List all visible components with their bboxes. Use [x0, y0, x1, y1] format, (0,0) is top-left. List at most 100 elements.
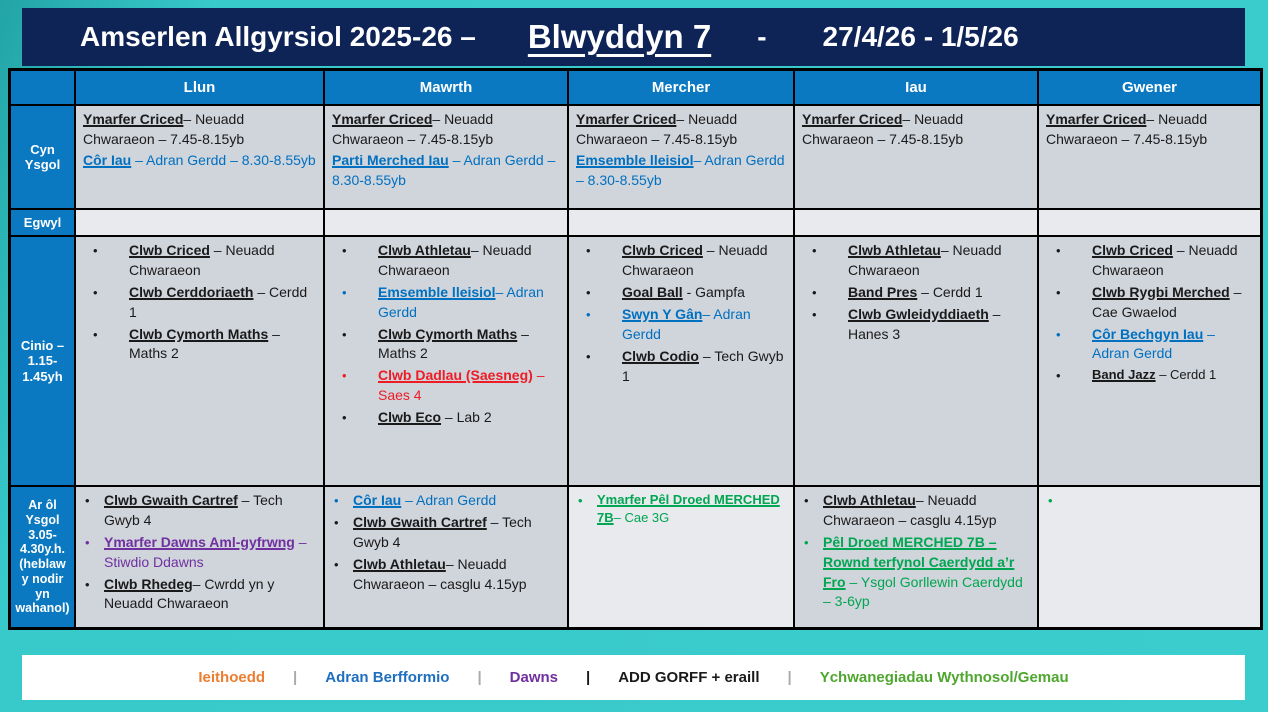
- activity-detail: – Ysgol Gorllewin Caerdydd – 3-6yp: [823, 573, 1023, 610]
- activity-detail: – Cerdd 1: [917, 283, 983, 300]
- bullet-icon: •: [85, 576, 90, 592]
- activity-text: Clwb Criced – Neuadd Chwaraeon: [622, 241, 787, 281]
- activity-bullet-item: • Clwb Cymorth Maths – Maths 2: [332, 325, 561, 365]
- activity-bullet-item: • Clwb Athletau– Neuadd Chwaraeon: [802, 241, 1031, 281]
- activity-text: Ymarfer Dawns Aml-gyfrwng – Stiwdio Ddaw…: [104, 533, 317, 573]
- activity-text: Clwb Athletau– Neuadd Chwaraeon – casglu…: [353, 555, 561, 595]
- bullet-icon: •: [812, 284, 817, 300]
- cell-cyn-ysgol-llun: Ymarfer Criced– Neuadd Chwaraeon – 7.45-…: [76, 106, 325, 210]
- title-dash-separator: -: [757, 21, 767, 52]
- activity-name: Clwb Criced: [129, 242, 210, 258]
- legend-separator: |: [293, 669, 298, 686]
- activity-text: Clwb Codio – Tech Gwyb 1: [622, 347, 787, 387]
- activity-bullet-item: • Clwb Athletau– Neuadd Chwaraeon: [332, 241, 561, 281]
- activity-name: Clwb Cymorth Maths: [378, 325, 518, 342]
- activity-text: Clwb Gwaith Cartref – Tech Gwyb 4: [104, 491, 317, 531]
- activity-name: Swyn Y Gân: [622, 305, 703, 322]
- activity-bullet-item: • Côr Bechgyn Iau – Adran Gerdd: [1046, 325, 1254, 365]
- activity-name: Côr Bechgyn Iau: [1092, 325, 1204, 342]
- activity-detail: – Maths 2: [129, 325, 280, 362]
- activity-text: Pêl Droed MERCHED 7B – Rownd terfynol Ca…: [823, 533, 1031, 613]
- bullet-icon: •: [1048, 493, 1053, 508]
- activity-name: Côr Iau: [353, 492, 402, 508]
- activity-bullet-item: • Clwb Criced – Neuadd Chwaraeon: [576, 241, 787, 281]
- activity-name: Clwb Athletau: [353, 555, 446, 572]
- activity-entry: Ymarfer Criced– Neuadd Chwaraeon – 7.45-…: [1046, 110, 1254, 150]
- activity-detail: – Neuadd Chwaraeon: [848, 242, 1002, 278]
- legend-item-ieithoedd: Ieithoedd: [198, 669, 266, 686]
- bullet-icon: •: [334, 493, 339, 508]
- cell-ar-ol-ysgol-mercher: • Ymarfer Pêl Droed MERCHED 7B– Cae 3G: [569, 487, 795, 627]
- activity-text: Clwb Cerddoriaeth – Cerdd 1: [129, 283, 317, 323]
- activity-bullet-item: • Goal Ball - Gampfa: [576, 283, 787, 303]
- bullet-icon: •: [586, 348, 591, 364]
- activity-entry: Emsemble lleisiol– Adran Gerdd – 8.30-8.…: [576, 151, 787, 191]
- activity-bullet-item: • Clwb Cerddoriaeth – Cerdd 1: [83, 283, 317, 323]
- row-label-cyn-ysgol: Cyn Ysgol: [11, 106, 76, 210]
- activity-bullet-item: • Clwb Athletau– Neuadd Chwaraeon – casgl…: [802, 491, 1031, 531]
- activity-name: Emsemble lleisiol: [576, 151, 694, 168]
- activity-name: Band Jazz: [1092, 367, 1156, 383]
- legend-item-add-gorff-eraill: ADD GORFF + eraill: [618, 669, 760, 686]
- activity-text: Clwb Gwaith Cartref – Tech Gwyb 4: [353, 513, 561, 553]
- legend-bar: Ieithoedd | Adran Berfformio | Dawns | ADD GOR…: [22, 655, 1245, 700]
- activity-bullet-item: • Clwb Codio – Tech Gwyb 1: [576, 347, 787, 387]
- activity-detail: – Neuadd Chwaraeon: [129, 242, 275, 278]
- activity-detail: – Neuadd Chwaraeon: [1092, 242, 1238, 278]
- cell-cinio-llun: • Clwb Criced – Neuadd Chwaraeon • Clwb Cer…: [76, 237, 325, 487]
- bullet-icon: •: [93, 326, 98, 342]
- bullet-icon: •: [342, 368, 347, 384]
- activity-name: Ymarfer Criced: [802, 111, 903, 127]
- cell-ar-ol-ysgol-gwener: •: [1039, 487, 1260, 627]
- cell-egwyl-mercher: [569, 210, 795, 237]
- activity-detail: – Maths 2: [378, 325, 529, 362]
- activity-name: Côr Iau: [83, 151, 132, 168]
- activity-bullet-item: • Swyn Y Gân– Adran Gerdd: [576, 305, 787, 345]
- activity-detail: – Neuadd Chwaraeon – 7.45-8.15yb: [83, 111, 245, 147]
- legend-item-adran-berfformio: Adran Berfformio: [325, 669, 450, 686]
- activity-name: Clwb Athletau: [378, 242, 471, 258]
- activity-bullet-item: • Clwb Gwaith Cartref – Tech Gwyb 4: [332, 513, 561, 553]
- activity-bullet-item: • Ymarfer Dawns Aml-gyfrwng – Stiwdio Dda…: [83, 533, 317, 573]
- activity-detail: – Neuadd Chwaraeon – 7.45-8.15yb: [332, 111, 494, 147]
- activity-name: Clwb Gwaith Cartref: [104, 492, 238, 508]
- bullet-icon: •: [334, 515, 339, 531]
- activity-detail: – Neuadd Chwaraeon: [622, 242, 768, 278]
- activity-text: Clwb Criced – Neuadd Chwaraeon: [1092, 241, 1254, 281]
- column-header-mercher: Mercher: [569, 71, 795, 106]
- legend-item-dawns: Dawns: [509, 669, 558, 686]
- cell-egwyl-mawrth: [325, 210, 569, 237]
- activity-detail: – Hanes 3: [848, 305, 1001, 342]
- cell-cinio-iau: • Clwb Athletau– Neuadd Chwaraeon • Band Pr…: [795, 237, 1039, 487]
- column-header-llun: Llun: [76, 71, 325, 106]
- activity-name: Clwb Cymorth Maths: [129, 325, 269, 342]
- bullet-icon: •: [1056, 243, 1061, 258]
- activity-detail: – Neuadd Chwaraeon – 7.45-8.15yb: [802, 111, 964, 147]
- activity-bullet-item: • Pêl Droed MERCHED 7B – Rownd terfynol C…: [802, 533, 1031, 613]
- bullet-icon: •: [804, 493, 809, 508]
- activity-name: Parti Merched Iau: [332, 151, 449, 168]
- activity-entry: Côr Iau – Adran Gerdd – 8.30-8.55yb: [83, 151, 317, 171]
- activity-bullet-item: • Clwb Criced – Neuadd Chwaraeon: [1046, 241, 1254, 281]
- activity-bullet-item: • Emsemble lleisiol– Adran Gerdd: [332, 283, 561, 323]
- activity-detail: – Tech Gwyb 1: [622, 347, 784, 384]
- activity-bullet-item: • Clwb Rygbi Merched – Cae Gwaelod: [1046, 283, 1254, 323]
- cell-cinio-gwener: • Clwb Criced – Neuadd Chwaraeon • Clwb Ryg…: [1039, 237, 1260, 487]
- week-date-range: 27/4/26 - 1/5/26: [822, 21, 1019, 52]
- activity-name: Clwb Athletau: [823, 492, 916, 508]
- activity-name: Ymarfer Criced: [332, 111, 433, 127]
- bullet-icon: •: [1056, 326, 1061, 342]
- cell-egwyl-llun: [76, 210, 325, 237]
- row-label-egwyl: Egwyl: [11, 210, 76, 237]
- activity-detail: – Adran Gerdd: [378, 283, 544, 320]
- bullet-icon: •: [342, 243, 347, 258]
- activity-detail: – Cwrdd yn y Neuadd Chwaraeon: [104, 575, 275, 612]
- activity-name: Clwb Dadlau (Saesneg): [378, 367, 533, 384]
- activity-name: Goal Ball: [622, 283, 683, 300]
- activity-detail: – Saes 4: [378, 367, 545, 404]
- activity-detail: – Neuadd Chwaraeon: [378, 242, 532, 278]
- activity-name: Ymarfer Criced: [1046, 111, 1147, 127]
- activity-bullet-item: • Clwb Criced – Neuadd Chwaraeon: [83, 241, 317, 281]
- activity-text: Emsemble lleisiol– Adran Gerdd: [378, 283, 561, 323]
- activity-text: Côr Iau – Adran Gerdd: [353, 491, 561, 511]
